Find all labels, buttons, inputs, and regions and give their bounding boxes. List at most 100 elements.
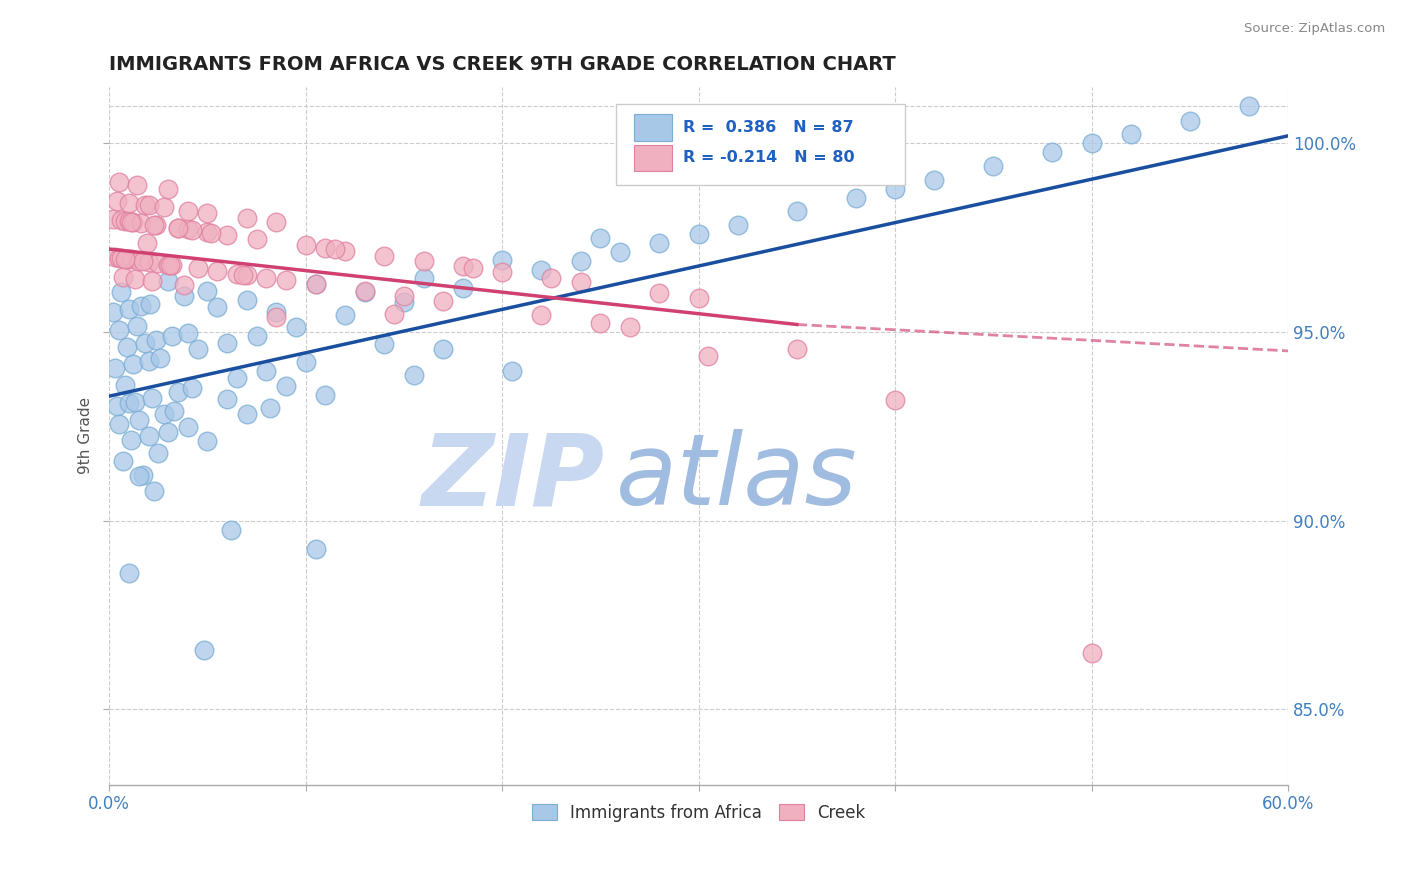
Point <box>118 396 141 410</box>
Point <box>226 267 249 281</box>
Point <box>125 318 148 333</box>
Point <box>131 254 153 268</box>
Point <box>294 355 316 369</box>
Point <box>101 305 124 319</box>
Point <box>1040 145 1063 160</box>
Point <box>304 541 326 556</box>
Point <box>412 254 434 268</box>
Point <box>128 469 150 483</box>
Point <box>382 307 405 321</box>
Point <box>121 357 143 371</box>
Point <box>451 281 474 295</box>
Y-axis label: 9th Grade: 9th Grade <box>79 397 93 475</box>
Point <box>153 200 176 214</box>
Point <box>392 289 415 303</box>
Point <box>197 225 219 239</box>
Point <box>648 285 671 300</box>
Point <box>786 342 808 356</box>
Point <box>134 198 156 212</box>
Point <box>727 218 749 232</box>
FancyBboxPatch shape <box>634 114 672 141</box>
Point <box>451 260 474 274</box>
Point <box>304 277 326 292</box>
Point <box>180 223 202 237</box>
Point <box>589 230 612 244</box>
Point <box>167 384 190 399</box>
Point <box>120 252 142 267</box>
Text: R = -0.214   N = 80: R = -0.214 N = 80 <box>683 151 855 166</box>
Point <box>105 399 128 413</box>
Point <box>884 182 907 196</box>
Point <box>135 235 157 250</box>
FancyBboxPatch shape <box>616 104 905 185</box>
Legend: Immigrants from Africa, Creek: Immigrants from Africa, Creek <box>526 797 872 829</box>
Point <box>1237 98 1260 112</box>
Point <box>101 212 124 227</box>
Point <box>254 270 277 285</box>
Point <box>128 253 150 268</box>
Point <box>114 378 136 392</box>
Point <box>217 335 239 350</box>
Point <box>138 429 160 443</box>
Point <box>284 319 307 334</box>
Point <box>105 194 128 208</box>
Point <box>108 417 131 431</box>
Point <box>609 245 631 260</box>
Point <box>432 294 454 309</box>
Text: ZIP: ZIP <box>422 429 605 526</box>
Point <box>200 226 222 240</box>
Point <box>145 218 167 232</box>
Point <box>589 316 612 330</box>
Point <box>236 407 259 421</box>
Point <box>245 232 267 246</box>
FancyBboxPatch shape <box>634 145 672 171</box>
Text: IMMIGRANTS FROM AFRICA VS CREEK 9TH GRADE CORRELATION CHART: IMMIGRANTS FROM AFRICA VS CREEK 9TH GRAD… <box>110 55 896 74</box>
Point <box>118 566 141 580</box>
Point <box>157 258 180 272</box>
Point <box>207 264 229 278</box>
Point <box>173 289 195 303</box>
Point <box>217 392 239 407</box>
Point <box>304 277 326 292</box>
Point <box>157 182 180 196</box>
Point <box>392 294 415 309</box>
Point <box>353 285 375 299</box>
Point <box>254 364 277 378</box>
Point <box>197 434 219 449</box>
Point <box>160 329 183 343</box>
Point <box>1119 128 1142 142</box>
Point <box>110 285 132 299</box>
Point <box>187 343 209 357</box>
Point <box>138 353 160 368</box>
Point <box>129 299 152 313</box>
Point <box>114 252 136 266</box>
Point <box>129 216 152 230</box>
Point <box>177 326 200 340</box>
Point <box>501 364 523 378</box>
Point <box>648 235 671 250</box>
Point <box>141 274 163 288</box>
Point <box>217 227 239 242</box>
Point <box>264 305 287 319</box>
Point <box>245 328 267 343</box>
Point <box>207 300 229 314</box>
Point <box>259 401 281 416</box>
Point <box>118 301 141 316</box>
Point <box>236 211 259 226</box>
Point <box>197 206 219 220</box>
Point <box>569 275 592 289</box>
Point <box>163 404 186 418</box>
Point <box>173 278 195 293</box>
Point <box>149 351 172 365</box>
Point <box>333 244 356 258</box>
Point <box>402 368 425 382</box>
Point <box>264 310 287 324</box>
Point <box>141 391 163 405</box>
Point <box>128 412 150 426</box>
Point <box>145 333 167 347</box>
Point <box>314 241 336 255</box>
Point <box>432 343 454 357</box>
Point <box>114 214 136 228</box>
Point <box>187 261 209 276</box>
Point <box>333 309 356 323</box>
